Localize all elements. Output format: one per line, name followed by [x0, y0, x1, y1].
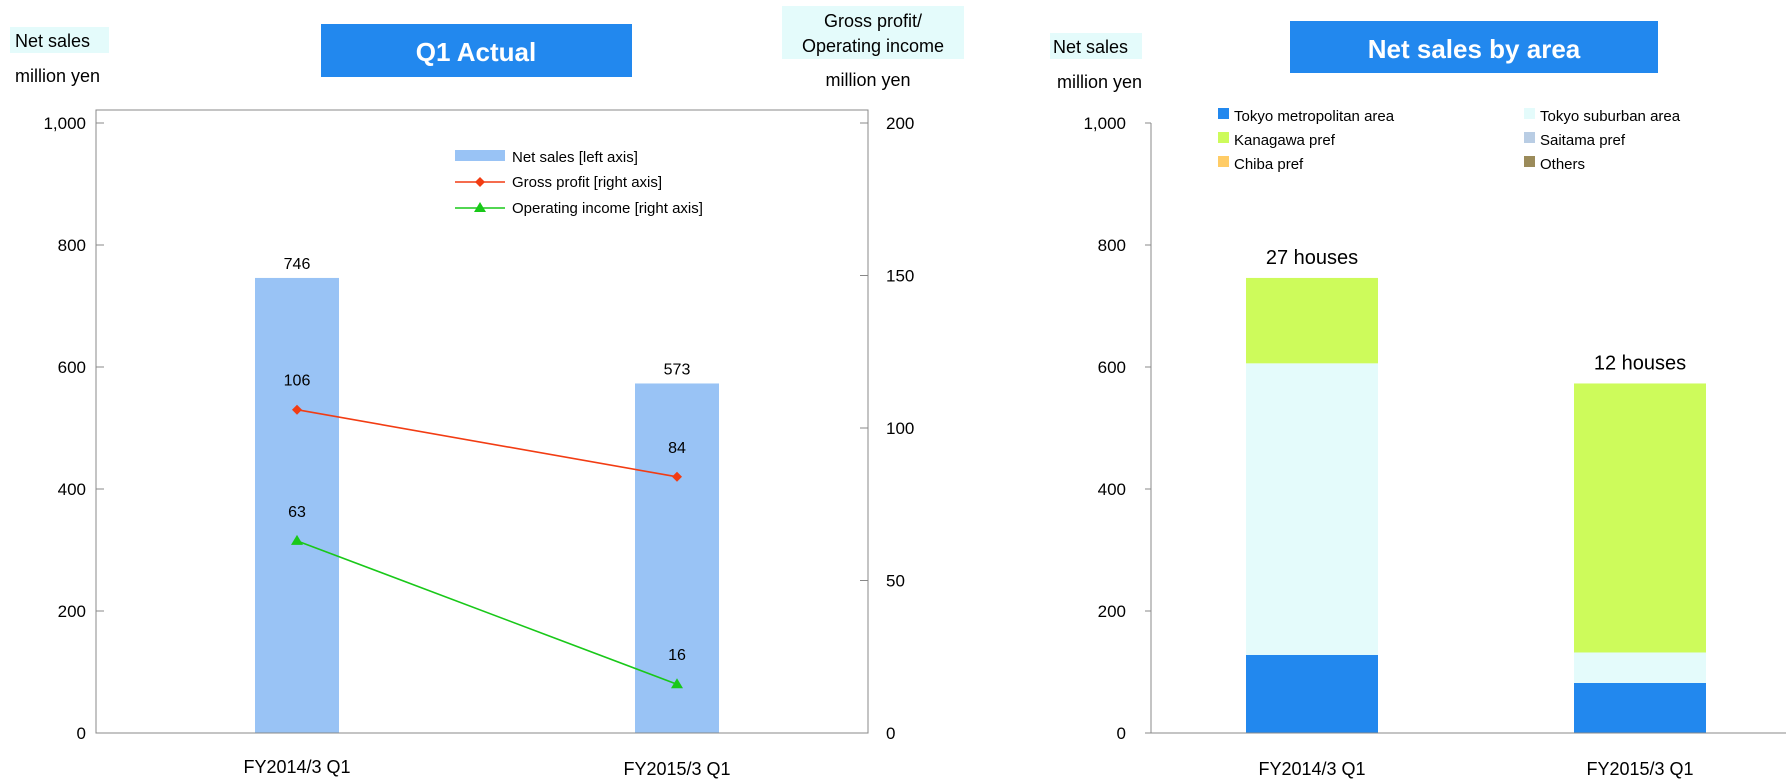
q1-actual-legend: Net sales [left axis] Gross profit [righ…: [455, 149, 703, 217]
area-axis-tick-label: 600: [1098, 358, 1126, 377]
legend-swatch-tokyo-suburban: [1524, 108, 1535, 119]
area-bar-segment-tokyo-suburban-area: [1574, 652, 1706, 683]
q1-actual-category-1: FY2014/3 Q1: [243, 757, 350, 777]
sales-by-area-title: Net sales by area: [1368, 34, 1581, 64]
sales-by-area-chart: Net sales by area Net sales million yen …: [1050, 21, 1786, 779]
legend-swatch-tokyo-metropolitan: [1218, 108, 1229, 119]
right-axis-tick-label: 150: [886, 267, 914, 286]
left-axis-tick-label: 400: [58, 480, 86, 499]
left-axis-tick-label: 1,000: [43, 114, 86, 133]
right-axis-unit: million yen: [825, 70, 910, 90]
q1-actual-chart: Q1 Actual Net sales million yen Gross pr…: [10, 6, 964, 779]
area-category-1: FY2014/3 Q1: [1258, 759, 1365, 779]
legend-label-chiba: Chiba pref: [1234, 156, 1304, 173]
area-axis-unit: million yen: [1057, 72, 1142, 92]
houses-count-annotation: 27 houses: [1266, 247, 1358, 269]
right-axis-tick-label: 50: [886, 572, 905, 591]
houses-count-annotation: 12 houses: [1594, 352, 1686, 374]
left-axis-tick-label: 0: [77, 724, 86, 743]
legend-label-saitama: Saitama pref: [1540, 132, 1626, 149]
area-bar-segment-tokyo-metropolitan-area: [1246, 655, 1378, 733]
area-bar-segment-tokyo-suburban-area: [1246, 363, 1378, 655]
area-axis-tick-label: 800: [1098, 236, 1126, 255]
area-bar-segment-kanagawa-pref: [1574, 383, 1706, 652]
legend-marker-gross-profit: [475, 177, 485, 187]
area-axis-tick-label: 200: [1098, 602, 1126, 621]
legend-label-operating-income: Operating income [right axis]: [512, 200, 703, 217]
gross-profit-data-label: 106: [284, 373, 311, 390]
legend-label-net-sales: Net sales [left axis]: [512, 149, 638, 166]
legend-label-others: Others: [1540, 156, 1585, 173]
legend-swatch-saitama: [1524, 132, 1535, 143]
operating-income-line: [297, 541, 677, 684]
left-axis-unit: million yen: [15, 66, 100, 86]
sales-by-area-legend: Tokyo metropolitan area Kanagawa pref Ch…: [1218, 108, 1681, 173]
gross-profit-line: [297, 410, 677, 477]
legend-marker-operating-income: [474, 202, 486, 212]
area-axis-label: Net sales: [1053, 37, 1128, 57]
legend-label-gross-profit: Gross profit [right axis]: [512, 174, 662, 191]
q1-actual-title: Q1 Actual: [416, 37, 536, 67]
gross-profit-data-label: 84: [668, 440, 686, 457]
area-category-2: FY2015/3 Q1: [1586, 759, 1693, 779]
right-axis-tick-label: 200: [886, 114, 914, 133]
area-axis-tick-label: 400: [1098, 480, 1126, 499]
right-axis-label-line2: Operating income: [802, 36, 944, 56]
area-axis-tick-label: 0: [1117, 724, 1126, 743]
legend-label-kanagawa: Kanagawa pref: [1234, 132, 1336, 149]
right-axis-tick-label: 0: [886, 724, 895, 743]
q1-actual-category-2: FY2015/3 Q1: [623, 759, 730, 779]
legend-swatch-net-sales: [455, 150, 505, 161]
left-axis-label: Net sales: [15, 31, 90, 51]
net-sales-data-label: 573: [664, 361, 691, 378]
right-axis-label-line1: Gross profit/: [824, 11, 922, 31]
operating-income-data-label: 16: [668, 647, 686, 664]
left-axis-tick-label: 200: [58, 602, 86, 621]
legend-swatch-chiba: [1218, 156, 1229, 167]
operating-income-data-label: 63: [288, 504, 306, 521]
left-axis-tick-label: 800: [58, 236, 86, 255]
area-bar-segment-kanagawa-pref: [1246, 278, 1378, 363]
legend-label-tokyo-metropolitan: Tokyo metropolitan area: [1234, 108, 1395, 125]
legend-label-tokyo-suburban: Tokyo suburban area: [1540, 108, 1681, 125]
net-sales-data-label: 746: [284, 256, 311, 273]
area-axis-tick-label: 1,000: [1083, 114, 1126, 133]
legend-swatch-others: [1524, 156, 1535, 167]
left-axis-tick-label: 600: [58, 358, 86, 377]
area-bar-segment-tokyo-metropolitan-area: [1574, 683, 1706, 733]
right-axis-tick-label: 100: [886, 419, 914, 438]
legend-swatch-kanagawa: [1218, 132, 1229, 143]
q1-actual-plot-frame: [96, 110, 868, 733]
